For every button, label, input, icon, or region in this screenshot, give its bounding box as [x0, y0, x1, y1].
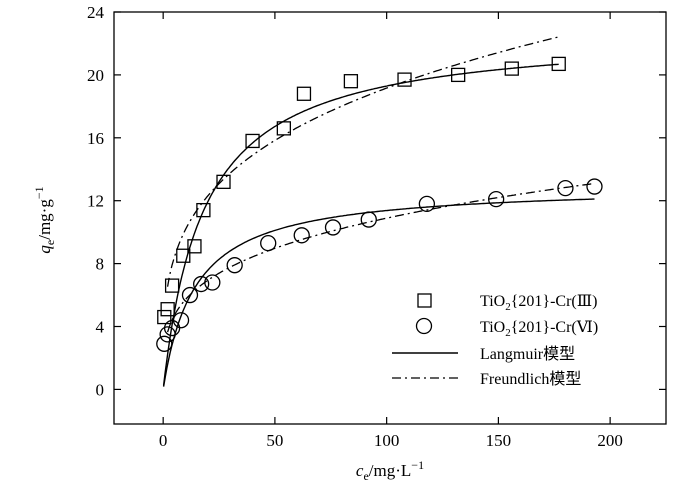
data-point-cr3 — [176, 248, 191, 263]
data-markers — [156, 56, 603, 352]
freundlich-curve-cr6 — [166, 182, 595, 333]
data-point-cr3 — [187, 239, 202, 254]
axis-tick-labels: 0 50 100 150 200 0 4 8 12 16 20 24 — [87, 3, 623, 450]
y-tick-label-20: 20 — [87, 66, 104, 85]
y-tick-label-8: 8 — [96, 255, 105, 274]
data-point-cr3 — [451, 67, 466, 83]
x-tick-label-100: 100 — [374, 431, 400, 450]
data-point-cr3 — [296, 86, 312, 101]
data-point-cr3 — [276, 121, 291, 136]
data-point-cr6 — [324, 219, 342, 236]
langmuir-curve-cr3 — [162, 63, 559, 386]
y-tick-label-12: 12 — [87, 192, 104, 211]
data-point-cr6 — [293, 227, 310, 244]
data-point-cr3 — [157, 309, 172, 325]
data-point-cr3 — [504, 61, 519, 76]
data-point-cr6 — [418, 195, 436, 212]
data-point-cr6 — [226, 257, 243, 274]
y-tick-label-24: 24 — [87, 3, 105, 22]
data-point-cr6 — [193, 275, 210, 293]
data-point-cr6 — [557, 179, 574, 197]
x-tick-label-50: 50 — [266, 431, 283, 450]
data-point-cr3 — [245, 133, 260, 149]
fit-curves — [162, 36, 595, 387]
legend-marker-square — [417, 293, 432, 308]
data-point-cr3 — [397, 72, 412, 87]
y-tick-label-0: 0 — [96, 380, 105, 399]
data-point-cr6 — [488, 190, 505, 208]
legend: TiO2{201}-Cr(Ⅲ) TiO2{201}-Cr(Ⅵ) Langmuir… — [392, 293, 598, 388]
data-point-cr3 — [196, 202, 211, 218]
plot-frame — [113, 11, 667, 425]
x-tick-label-200: 200 — [597, 431, 623, 450]
data-point-cr3 — [160, 302, 175, 317]
data-point-cr3 — [343, 74, 359, 89]
data-point-cr6 — [260, 235, 277, 252]
y-axis-title: qe/mg·g−1 — [32, 186, 57, 253]
data-point-cr3 — [216, 174, 231, 189]
freundlich-curve-cr3 — [166, 36, 559, 287]
data-point-cr6 — [156, 335, 173, 352]
legend-label-freundlich: Freundlich模型 — [480, 370, 581, 388]
langmuir-curve-cr6 — [162, 198, 595, 387]
legend-label-cr3: TiO2{201}-Cr(Ⅲ) — [480, 293, 598, 313]
data-point-cr6 — [181, 286, 199, 304]
y-tick-label-16: 16 — [87, 129, 104, 148]
data-point-cr6 — [586, 178, 603, 195]
x-axis-title: ce/mg·L−1 — [356, 458, 424, 483]
y-tick-label-4: 4 — [96, 318, 105, 337]
legend-marker-circle — [415, 317, 433, 335]
data-point-cr3 — [551, 56, 566, 72]
data-point-cr6 — [360, 211, 377, 228]
axis-ticks — [114, 11, 666, 424]
data-point-cr6 — [172, 312, 190, 329]
x-tick-label-0: 0 — [159, 431, 168, 450]
data-point-cr6 — [204, 274, 221, 291]
legend-label-langmuir: Langmuir模型 — [480, 345, 575, 363]
data-point-cr3 — [164, 278, 180, 293]
legend-label-cr6: TiO2{201}-Cr(Ⅵ) — [480, 319, 598, 339]
x-tick-label-150: 150 — [486, 431, 512, 450]
